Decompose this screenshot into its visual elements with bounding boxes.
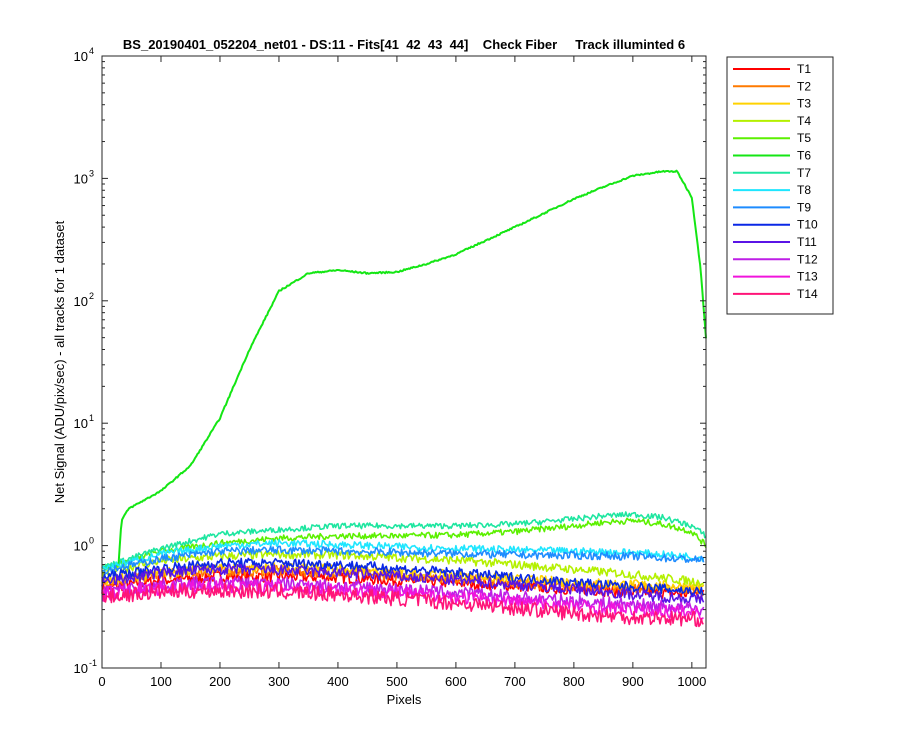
x-tick-label: 700	[504, 674, 526, 689]
legend-label-t11: T11	[797, 235, 817, 249]
series-line-t10	[101, 557, 705, 597]
chart-title: BS_20190401_052204_net01 - DS:11 - Fits[…	[123, 37, 685, 52]
y-tick-label-base: 10	[74, 661, 88, 676]
series-line-t5	[101, 517, 707, 571]
legend-label-t5: T5	[797, 131, 811, 145]
legend-label-t2: T2	[797, 79, 811, 93]
y-tick-label-exponent: 1	[89, 413, 94, 423]
y-tick-label-exponent: 4	[89, 46, 94, 56]
legend-label-t7: T7	[797, 166, 811, 180]
y-tick-label-exponent: 0	[89, 536, 94, 546]
x-tick-label: 400	[327, 674, 349, 689]
legend-label-t1: T1	[797, 62, 811, 76]
series-line-t6	[101, 169, 707, 569]
x-tick-label: 600	[445, 674, 467, 689]
x-tick-label: 1000	[677, 674, 706, 689]
legend-label-t14: T14	[797, 287, 818, 301]
y-tick-label-exponent: 2	[89, 291, 94, 301]
y-tick-label-base: 10	[74, 171, 88, 186]
x-tick-label: 500	[386, 674, 408, 689]
x-tick-label: 900	[622, 674, 644, 689]
series-line-t8	[101, 538, 705, 570]
series-line-t7	[101, 511, 707, 570]
x-tick-label: 800	[563, 674, 585, 689]
y-tick-label-base: 10	[74, 539, 88, 554]
x-tick-label: 100	[150, 674, 172, 689]
legend-label-t10: T10	[797, 218, 818, 232]
legend: T1 T2 T3 T4 T5 T6 T7 T8 T9 T10 T11 T12 T13 T14	[726, 56, 834, 315]
x-axis-label: Pixels	[387, 692, 422, 707]
series-line-t9	[101, 545, 705, 575]
x-tick-label: 0	[98, 674, 105, 689]
y-tick-label-base: 10	[74, 416, 88, 431]
legend-label-t13: T13	[797, 270, 818, 284]
plot-lines	[101, 169, 707, 628]
series-line-t13	[101, 578, 704, 621]
legend-label-t8: T8	[797, 183, 811, 197]
y-tick-label-base: 10	[74, 49, 88, 64]
y-tick-label-base: 10	[74, 294, 88, 309]
legend-label-t12: T12	[797, 252, 818, 266]
y-axis-label: Net Signal (ADU/pix/sec) - all tracks fo…	[52, 220, 67, 503]
series-line-t14	[101, 582, 704, 628]
plot-frame	[101, 55, 707, 669]
y-tick-label-exponent: 3	[89, 168, 94, 178]
legend-label-t3: T3	[797, 97, 811, 111]
legend-label-t6: T6	[797, 149, 811, 163]
x-tick-label: 200	[209, 674, 231, 689]
legend-label-t4: T4	[797, 114, 811, 128]
x-tick-label: 300	[268, 674, 290, 689]
x-axis: 0 100 200 300 400 500 600 700 800 900 1000	[98, 56, 706, 689]
legend-box	[726, 56, 834, 315]
y-tick-label-exponent: -1	[89, 658, 97, 668]
legend-label-t9: T9	[797, 200, 811, 214]
